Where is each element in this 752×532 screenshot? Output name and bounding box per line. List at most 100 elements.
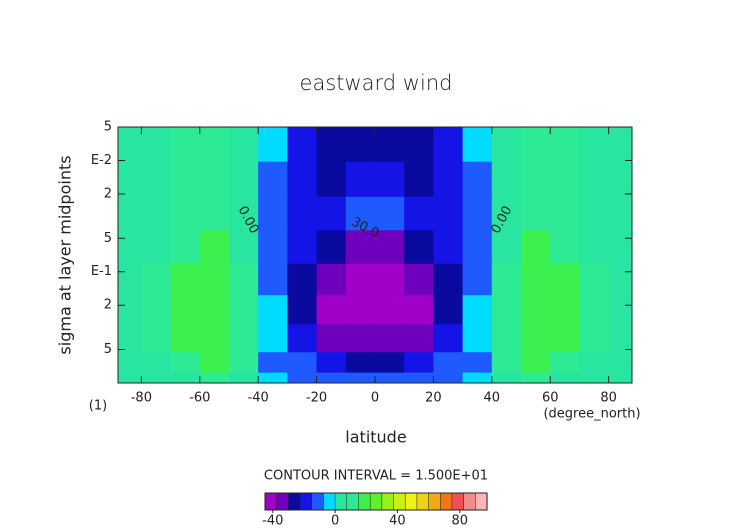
cell: [170, 196, 201, 231]
cell: [258, 196, 288, 231]
colorbar-tick-label: 40: [389, 514, 406, 529]
cell: [118, 127, 142, 163]
cell: [462, 352, 493, 374]
cell: [404, 127, 434, 163]
cell: [375, 372, 405, 384]
cell: [118, 324, 142, 353]
y-tick-label: E-2: [91, 153, 112, 168]
cell: [141, 263, 172, 296]
colorbar-swatch: [440, 492, 453, 511]
cell: [462, 263, 493, 296]
cell: [404, 372, 434, 384]
contour-interval: CONTOUR INTERVAL = 1.500E+01: [264, 469, 488, 484]
cell: [375, 230, 405, 265]
cell: [170, 324, 201, 353]
chart-title: eastward wind: [300, 71, 453, 95]
cell: [345, 127, 376, 163]
cell: [287, 295, 318, 325]
cell: [550, 196, 580, 231]
cell: [316, 295, 347, 325]
cell: [258, 372, 288, 384]
colorbar-swatch: [463, 492, 476, 511]
cell: [375, 324, 405, 353]
cell: [375, 263, 405, 296]
cell: [608, 352, 633, 374]
colorbar-swatch: [369, 492, 383, 511]
cell: [199, 263, 230, 296]
y-unit: (1): [89, 399, 107, 414]
colorbar-swatch: [323, 492, 336, 511]
cell: [404, 324, 434, 353]
cell: [550, 161, 580, 198]
cell: [316, 230, 347, 265]
cell: [433, 161, 464, 198]
colorbar-swatch: [381, 492, 395, 511]
x-tick-label: 80: [600, 391, 617, 406]
cell: [433, 230, 464, 265]
colorbar-frame: [264, 492, 488, 511]
cell: [199, 324, 230, 353]
cell: [462, 372, 493, 384]
cell: [608, 196, 633, 231]
cell: [462, 295, 493, 325]
x-tick-label: -60: [189, 391, 210, 406]
y-tick-label: 2: [104, 298, 112, 313]
cell: [170, 352, 201, 374]
cell: [228, 352, 259, 374]
cell: [462, 324, 493, 353]
x-tick-label: -20: [306, 391, 327, 406]
cell: [345, 230, 376, 265]
cell: [258, 263, 288, 296]
cell: [375, 161, 405, 198]
cell: [608, 230, 633, 265]
cell: [521, 295, 551, 325]
cell: [404, 161, 434, 198]
colorbar-swatch: [288, 492, 301, 511]
x-tick-label: 60: [542, 391, 559, 406]
cell: [491, 230, 522, 265]
colorbar-swatch: [358, 492, 371, 511]
cell: [170, 295, 201, 325]
colorbar-swatch: [475, 492, 488, 511]
cell: [491, 324, 522, 353]
cell: [258, 127, 288, 163]
y-tick-label: 5: [104, 231, 112, 246]
cell: [433, 352, 464, 374]
cell: [170, 127, 201, 163]
cell: [579, 295, 610, 325]
cell: [404, 230, 434, 265]
cell: [433, 295, 464, 325]
x-tick-label: -80: [131, 391, 152, 406]
cell: [287, 127, 318, 163]
cell: [228, 230, 259, 265]
x-axis-label: latitude: [345, 428, 406, 447]
cell: [375, 295, 405, 325]
cell: [287, 161, 318, 198]
colorbar-tick-label: 0: [331, 514, 339, 529]
cell: [228, 324, 259, 353]
cell: [491, 196, 522, 231]
cell: [608, 295, 633, 325]
colorbar-swatch: [451, 492, 465, 511]
cell: [521, 324, 551, 353]
cell: [228, 263, 259, 296]
cell: [491, 352, 522, 374]
cell: [521, 127, 551, 163]
colorbar-swatch: [299, 492, 313, 511]
cell: [258, 230, 288, 265]
cell: [316, 263, 347, 296]
cell: [170, 372, 201, 384]
x-tick-label: 40: [484, 391, 501, 406]
cell: [579, 196, 610, 231]
cell: [199, 230, 230, 265]
cell: [287, 196, 318, 231]
cell: [345, 372, 376, 384]
cell: [550, 230, 580, 265]
colorbar-swatch: [334, 492, 348, 511]
cell: [521, 196, 551, 231]
cell: [462, 161, 493, 198]
cell: [199, 127, 230, 163]
cell: [608, 324, 633, 353]
cell: [170, 161, 201, 198]
